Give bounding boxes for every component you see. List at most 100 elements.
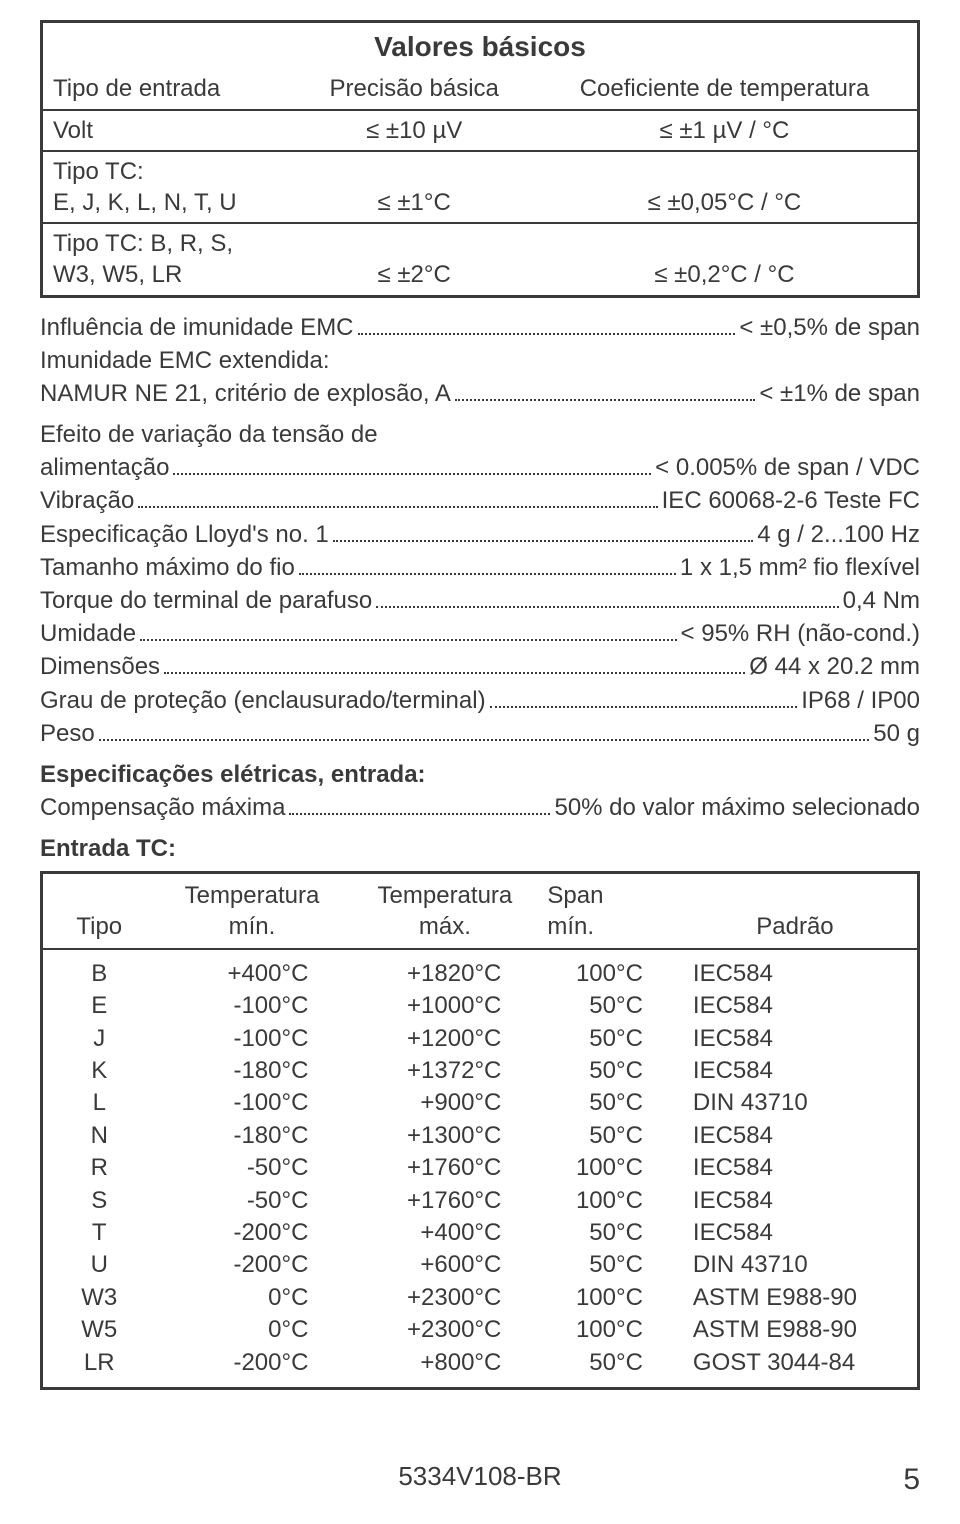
spec-value: IEC 60068-2-6 Teste FC (662, 485, 920, 516)
spec-dots (490, 706, 798, 708)
spec-line: Dimensões Ø 44 x 20.2 mm (40, 651, 920, 682)
table-cell: S (42, 1185, 156, 1217)
table-cell: +800°C (348, 1347, 541, 1389)
table-cell: +400°C (156, 949, 349, 990)
table-cell: +1760°C (348, 1185, 541, 1217)
table-cell: 100°C (541, 1282, 673, 1314)
t1-r1-c1: Tipo TC:E, J, K, L, N, T, U (42, 151, 297, 223)
table-row: K-180°C+1372°C50°CIEC584 (42, 1055, 919, 1087)
spec-label: Umidade (40, 618, 136, 649)
table-cell: -100°C (156, 1023, 349, 1055)
spec-dots (138, 506, 657, 508)
table-cell: IEC584 (673, 949, 919, 990)
table-cell: 100°C (541, 949, 673, 990)
table-cell: -100°C (156, 1087, 349, 1119)
t2-hdr-tipo: Tipo (42, 872, 156, 949)
table1-title: Valores básicos (42, 22, 919, 70)
spec-value: IP68 / IP00 (801, 685, 920, 716)
spec-text: Efeito de variação da tensão de (40, 419, 920, 450)
spec-dots (173, 473, 651, 475)
spec-label: Peso (40, 718, 95, 749)
table-cell: +1372°C (348, 1055, 541, 1087)
spec-value: 0,4 Nm (843, 585, 920, 616)
table-cell: +2300°C (348, 1314, 541, 1346)
page-number: 5 (903, 1460, 920, 1499)
t2-hdr-tmin: Temperaturamín. (156, 872, 349, 949)
table-cell: 100°C (541, 1314, 673, 1346)
specs-block-1: Influência de imunidade EMC< ±0,5% de sp… (40, 312, 920, 410)
spec-dots (358, 333, 736, 335)
table-cell: LR (42, 1347, 156, 1389)
table-cell: GOST 3044-84 (673, 1347, 919, 1389)
spec-dots (99, 739, 870, 741)
t2-hdr-padrao: Padrão (673, 872, 919, 949)
table-cell: +2300°C (348, 1282, 541, 1314)
spec-label: alimentação (40, 452, 169, 483)
spec-line: Umidade < 95% RH (não-cond.) (40, 618, 920, 649)
table-cell: T (42, 1217, 156, 1249)
t1-r0-c3: ≤ ±1 µV / °C (532, 110, 919, 151)
spec-line: Peso50 g (40, 718, 920, 749)
elec-specs-header: Especificações elétricas, entrada: (40, 759, 920, 790)
table-row: E-100°C+1000°C50°CIEC584 (42, 990, 919, 1022)
table-cell: -180°C (156, 1055, 349, 1087)
spec-dots (333, 540, 753, 542)
table-cell: +1200°C (348, 1023, 541, 1055)
table-cell: +600°C (348, 1249, 541, 1281)
table-cell: +1000°C (348, 990, 541, 1022)
spec-dots (289, 813, 550, 815)
t1-r0-c2: ≤ ±10 µV (296, 110, 531, 151)
spec-line: Especificação Lloyd's no. 14 g / 2...100… (40, 519, 920, 550)
spec-value: < ±1% de span (759, 378, 920, 409)
table-cell: B (42, 949, 156, 990)
table-cell: IEC584 (673, 1055, 919, 1087)
spec-dots (164, 672, 745, 674)
spec-line: Influência de imunidade EMC< ±0,5% de sp… (40, 312, 920, 343)
spec-dots (455, 399, 756, 401)
table-cell: -100°C (156, 990, 349, 1022)
t2-hdr-span: Spanmín. (541, 872, 673, 949)
table-cell: -180°C (156, 1120, 349, 1152)
table-cell: 0°C (156, 1314, 349, 1346)
table-row: W50°C+2300°C100°CASTM E988-90 (42, 1314, 919, 1346)
table-cell: IEC584 (673, 990, 919, 1022)
table-row: J-100°C+1200°C50°CIEC584 (42, 1023, 919, 1055)
table-cell: 0°C (156, 1282, 349, 1314)
spec-value: < 95% RH (não-cond.) (681, 618, 920, 649)
spec-label: NAMUR NE 21, critério de explosão, A (40, 378, 451, 409)
table-cell: E (42, 990, 156, 1022)
spec-value: Ø 44 x 20.2 mm (749, 651, 920, 682)
table-row: T-200°C+400°C50°CIEC584 (42, 1217, 919, 1249)
spec-value: < ±0,5% de span (739, 312, 920, 343)
spec-value: < 0.005% de span / VDC (655, 452, 920, 483)
spec-label: Tamanho máximo do fio (40, 552, 295, 583)
t1-r2-c2: ≤ ±2°C (296, 223, 531, 296)
spec-dots (376, 606, 838, 608)
table-cell: -200°C (156, 1249, 349, 1281)
table-cell: 100°C (541, 1185, 673, 1217)
table-cell: 50°C (541, 1217, 673, 1249)
table-cell: IEC584 (673, 1023, 919, 1055)
spec-line: Torque do terminal de parafuso0,4 Nm (40, 585, 920, 616)
table-cell: +1760°C (348, 1152, 541, 1184)
table-cell: DIN 43710 (673, 1249, 919, 1281)
spec-line: Grau de proteção (enclausurado/terminal)… (40, 685, 920, 716)
table-cell: W5 (42, 1314, 156, 1346)
table-cell: -200°C (156, 1217, 349, 1249)
spec-line: VibraçãoIEC 60068-2-6 Teste FC (40, 485, 920, 516)
t2-hdr-tmax: Temperaturamáx. (348, 872, 541, 949)
table-row: R-50°C+1760°C100°CIEC584 (42, 1152, 919, 1184)
table-cell: W3 (42, 1282, 156, 1314)
table-cell: IEC584 (673, 1152, 919, 1184)
spec-value: 4 g / 2...100 Hz (757, 519, 920, 550)
spec-dots (299, 573, 676, 575)
table-cell: -200°C (156, 1347, 349, 1389)
specs-block-2: Efeito de variação da tensão dealimentaç… (40, 419, 920, 749)
tc-input-table: Tipo Temperaturamín. Temperaturamáx. Spa… (40, 871, 920, 1390)
spec-label: Dimensões (40, 651, 160, 682)
table-cell: IEC584 (673, 1185, 919, 1217)
t1-r1-c2: ≤ ±1°C (296, 151, 531, 223)
t1-hdr-c1: Tipo de entrada (42, 69, 297, 109)
table-row: W30°C+2300°C100°CASTM E988-90 (42, 1282, 919, 1314)
table-row: S-50°C+1760°C100°CIEC584 (42, 1185, 919, 1217)
